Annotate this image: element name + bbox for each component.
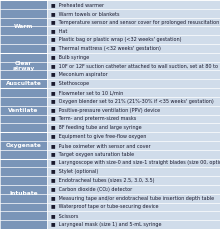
Bar	[0, 106, 47, 114]
Bar	[47, 71, 220, 79]
Bar	[47, 211, 220, 220]
Text: ■  Pulse oximeter with sensor and cover: ■ Pulse oximeter with sensor and cover	[51, 143, 150, 148]
Bar	[47, 176, 220, 185]
Bar	[0, 141, 47, 150]
Bar	[47, 167, 220, 176]
Text: Clear
airway: Clear airway	[13, 61, 35, 71]
Bar	[0, 0, 47, 9]
Text: ■  Carbon dioxide (CO₂) detector: ■ Carbon dioxide (CO₂) detector	[51, 187, 132, 192]
Text: ■  Stylet (optional): ■ Stylet (optional)	[51, 169, 98, 174]
Bar	[0, 176, 47, 185]
Bar	[0, 62, 47, 71]
Bar	[47, 106, 220, 114]
Bar	[0, 9, 47, 18]
Text: ■  Plastic bag or plastic wrap (<32 weeks' gestation): ■ Plastic bag or plastic wrap (<32 weeks…	[51, 37, 181, 42]
Text: ■  Scissors: ■ Scissors	[51, 213, 78, 218]
Bar	[47, 158, 220, 167]
Bar	[0, 97, 47, 106]
Bar	[0, 114, 47, 123]
Bar	[0, 220, 47, 229]
Bar	[0, 88, 47, 97]
Bar	[47, 132, 220, 141]
Text: Ventilate: Ventilate	[8, 108, 39, 113]
Text: ■  Preheated warmer: ■ Preheated warmer	[51, 2, 104, 7]
Bar	[47, 62, 220, 71]
Text: ■  Laryngeal mask (size 1) and 5-mL syringe: ■ Laryngeal mask (size 1) and 5-mL syrin…	[51, 222, 161, 227]
Bar	[47, 141, 220, 150]
Bar	[47, 114, 220, 123]
Bar	[47, 79, 220, 88]
Bar	[47, 194, 220, 203]
Bar	[47, 150, 220, 158]
Bar	[0, 150, 47, 158]
Text: ■  Stethoscope: ■ Stethoscope	[51, 81, 89, 86]
Text: ■  Endotracheal tubes (sizes 2.5, 3.0, 3.5): ■ Endotracheal tubes (sizes 2.5, 3.0, 3.…	[51, 178, 154, 183]
Bar	[0, 79, 47, 88]
Text: ■  Target oxygen saturation table: ■ Target oxygen saturation table	[51, 152, 134, 157]
Bar	[47, 220, 220, 229]
Text: ■  Measuring tape and/or endotracheal tube insertion depth table: ■ Measuring tape and/or endotracheal tub…	[51, 196, 214, 201]
Bar	[0, 211, 47, 220]
Text: ■  8F feeding tube and large syringe: ■ 8F feeding tube and large syringe	[51, 125, 141, 130]
Text: ■  Waterproof tape or tube-securing device: ■ Waterproof tape or tube-securing devic…	[51, 204, 158, 210]
Text: ■  Flowmeter set to 10 L/min: ■ Flowmeter set to 10 L/min	[51, 90, 123, 95]
Text: ■  Hat: ■ Hat	[51, 28, 67, 33]
Text: ■  Thermal mattress (<32 weeks' gestation): ■ Thermal mattress (<32 weeks' gestation…	[51, 46, 160, 51]
Bar	[47, 185, 220, 194]
Text: ■  Oxygen blender set to 21% (21%-30% if <35 weeks' gestation): ■ Oxygen blender set to 21% (21%-30% if …	[51, 99, 213, 104]
Bar	[0, 194, 47, 203]
Text: ■  Laryngoscope with size-0 and size-1 straight blades (size 00, optional): ■ Laryngoscope with size-0 and size-1 st…	[51, 161, 220, 165]
Text: ■  Equipment to give free-flow oxygen: ■ Equipment to give free-flow oxygen	[51, 134, 146, 139]
Text: ■  Temperature sensor and sensor cover for prolonged resuscitation: ■ Temperature sensor and sensor cover fo…	[51, 19, 219, 25]
Text: ■  Bulb syringe: ■ Bulb syringe	[51, 55, 89, 60]
Text: ■  Meconium aspirator: ■ Meconium aspirator	[51, 72, 107, 77]
Bar	[47, 18, 220, 26]
Bar	[0, 132, 47, 141]
Text: ■  10F or 12F suction catheter attached to wall suction, set at 80 to 100 mm Hg: ■ 10F or 12F suction catheter attached t…	[51, 64, 220, 68]
Bar	[47, 9, 220, 18]
Bar	[47, 0, 220, 9]
Bar	[47, 44, 220, 53]
Bar	[47, 88, 220, 97]
Bar	[47, 35, 220, 44]
Text: Oxygenate: Oxygenate	[6, 143, 42, 148]
Text: ■  Positive-pressure ventilation (PPV) device: ■ Positive-pressure ventilation (PPV) de…	[51, 108, 160, 113]
Bar	[47, 26, 220, 35]
Bar	[0, 26, 47, 35]
Bar	[0, 167, 47, 176]
Bar	[0, 123, 47, 132]
Bar	[0, 35, 47, 44]
Bar	[0, 71, 47, 79]
Bar	[47, 203, 220, 211]
Text: ■  Warm towels or blankets: ■ Warm towels or blankets	[51, 11, 119, 16]
Bar	[0, 44, 47, 53]
Text: Intubate: Intubate	[9, 191, 38, 196]
Text: Auscultate: Auscultate	[6, 81, 42, 86]
Bar	[0, 53, 47, 62]
Bar	[47, 123, 220, 132]
Bar	[47, 97, 220, 106]
Bar	[0, 185, 47, 194]
Bar	[0, 158, 47, 167]
Bar	[47, 53, 220, 62]
Bar	[0, 18, 47, 26]
Text: Warm: Warm	[14, 24, 33, 29]
Text: ■  Term- and preterm-sized masks: ■ Term- and preterm-sized masks	[51, 116, 136, 121]
Bar	[0, 203, 47, 211]
